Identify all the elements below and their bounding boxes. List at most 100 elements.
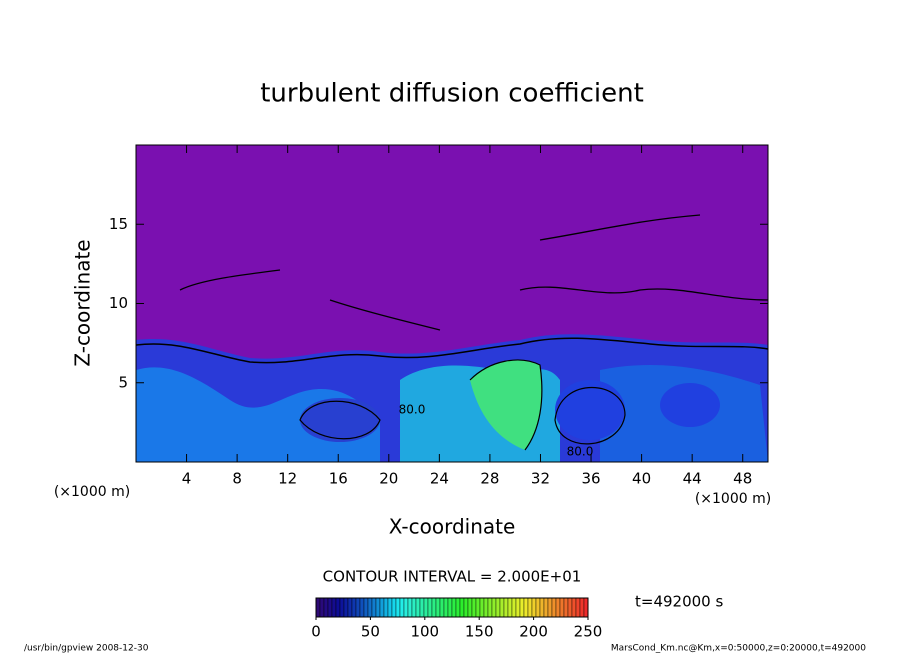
colorbar-step bbox=[407, 597, 413, 618]
colorbar-step bbox=[551, 597, 557, 618]
colorbar-step bbox=[531, 597, 537, 618]
x-tick-label: 8 bbox=[232, 470, 242, 488]
colorbar-step bbox=[343, 597, 349, 618]
contour-label: 80.0 bbox=[399, 403, 426, 417]
colorbar-tick-label: 0 bbox=[311, 623, 321, 641]
x-tick-label: 36 bbox=[581, 470, 600, 488]
colorbar-step bbox=[491, 597, 497, 618]
colorbar-step bbox=[563, 597, 569, 618]
colorbar-step bbox=[467, 597, 473, 618]
colorbar-step bbox=[583, 597, 589, 618]
colorbar-step bbox=[319, 597, 325, 618]
colorbar-step bbox=[483, 597, 489, 618]
y-tick-label: 5 bbox=[118, 373, 128, 391]
contour-line bbox=[554, 387, 626, 445]
colorbar-tick-label: 150 bbox=[465, 623, 494, 641]
colorbar-step bbox=[519, 597, 525, 618]
colorbar-step bbox=[339, 597, 345, 618]
x-units: (×1000 m) bbox=[695, 491, 771, 507]
colorbar-step bbox=[571, 597, 577, 618]
colorbar-step bbox=[351, 597, 357, 618]
chart-title: turbulent diffusion coefficient bbox=[260, 79, 644, 109]
colorbar-tick-label: 200 bbox=[519, 623, 548, 641]
colorbar-step bbox=[395, 597, 401, 618]
colorbar-step bbox=[559, 597, 565, 618]
time-label: t=492000 s bbox=[635, 593, 723, 611]
colorbar-tick-label: 100 bbox=[410, 623, 439, 641]
x-tick-label: 28 bbox=[480, 470, 499, 488]
colorbar-step bbox=[503, 597, 509, 618]
x-tick-label: 20 bbox=[379, 470, 398, 488]
colorbar-frame bbox=[315, 597, 589, 618]
field-region bbox=[470, 360, 542, 450]
colorbar-step bbox=[523, 597, 529, 618]
colorbar-step bbox=[403, 597, 409, 618]
colorbar-step bbox=[447, 597, 453, 618]
colorbar-step bbox=[363, 597, 369, 618]
colorbar-tick-label: 50 bbox=[361, 623, 380, 641]
colorbar-step bbox=[511, 597, 517, 618]
colorbar-step bbox=[575, 597, 581, 618]
colorbar-step bbox=[327, 597, 333, 618]
colorbar-step bbox=[431, 597, 437, 618]
x-tick-label: 12 bbox=[278, 470, 297, 488]
colorbar-step bbox=[347, 597, 353, 618]
colorbar-step bbox=[335, 597, 341, 618]
colorbar-step bbox=[323, 597, 329, 618]
colorbar-step bbox=[379, 597, 385, 618]
colorbar-step bbox=[495, 597, 501, 618]
colorbar-step bbox=[439, 597, 445, 618]
colorbar-step bbox=[427, 597, 433, 618]
colorbar-step bbox=[371, 597, 377, 618]
colorbar-step bbox=[543, 597, 549, 618]
colorbar-step bbox=[331, 597, 337, 618]
footer-right: MarsCond_Km.nc@Km,x=0:50000,z=0:20000,t=… bbox=[611, 644, 866, 654]
x-units: (×1000 m) bbox=[54, 484, 130, 500]
colorbar-step bbox=[459, 597, 465, 618]
colorbar-tick-label: 250 bbox=[574, 623, 603, 641]
contour-line bbox=[179, 214, 768, 331]
colorbar-step bbox=[507, 597, 513, 618]
colorbar-step bbox=[475, 597, 481, 618]
colorbar-step bbox=[391, 597, 397, 618]
colorbar-step bbox=[547, 597, 553, 618]
colorbar-step bbox=[451, 597, 457, 618]
x-tick-label: 24 bbox=[430, 470, 449, 488]
colorbar-step bbox=[471, 597, 477, 618]
colorbar-step bbox=[535, 597, 541, 618]
colorbar-step bbox=[415, 597, 421, 618]
colorbar-step bbox=[383, 597, 389, 618]
colorbar-step bbox=[435, 597, 441, 618]
colorbar-step bbox=[567, 597, 573, 618]
colorbar-step bbox=[375, 597, 381, 618]
field-region bbox=[300, 398, 380, 442]
x-tick-label: 4 bbox=[182, 470, 192, 488]
colorbar-step bbox=[455, 597, 461, 618]
colorbar-step bbox=[419, 597, 425, 618]
colorbar-step bbox=[463, 597, 469, 618]
colorbar-step bbox=[579, 597, 585, 618]
colorbar-step bbox=[499, 597, 505, 618]
colorbar-step bbox=[367, 597, 373, 618]
colorbar-step bbox=[315, 597, 321, 618]
colorbar-step bbox=[355, 597, 361, 618]
colorbar-step bbox=[359, 597, 365, 618]
colorbar-step bbox=[423, 597, 429, 618]
colorbar-step bbox=[399, 597, 405, 618]
field-region bbox=[660, 383, 720, 427]
colorbar-step bbox=[539, 597, 545, 618]
colorbar-step bbox=[479, 597, 485, 618]
colorbar: 0 50 100 150 200 250 bbox=[311, 597, 603, 641]
colorbar-step bbox=[527, 597, 533, 618]
x-tick-label: 16 bbox=[329, 470, 348, 488]
contour-label: 80.0 bbox=[567, 445, 594, 459]
contour-interval: CONTOUR INTERVAL = 2.000E+01 bbox=[323, 568, 582, 586]
colorbar-step bbox=[515, 597, 521, 618]
contour-line bbox=[299, 400, 381, 440]
field-region bbox=[555, 380, 625, 440]
colorbar-step bbox=[487, 597, 493, 618]
contour-field bbox=[136, 145, 768, 462]
contour-line bbox=[469, 359, 543, 451]
colorbar-step bbox=[443, 597, 449, 618]
